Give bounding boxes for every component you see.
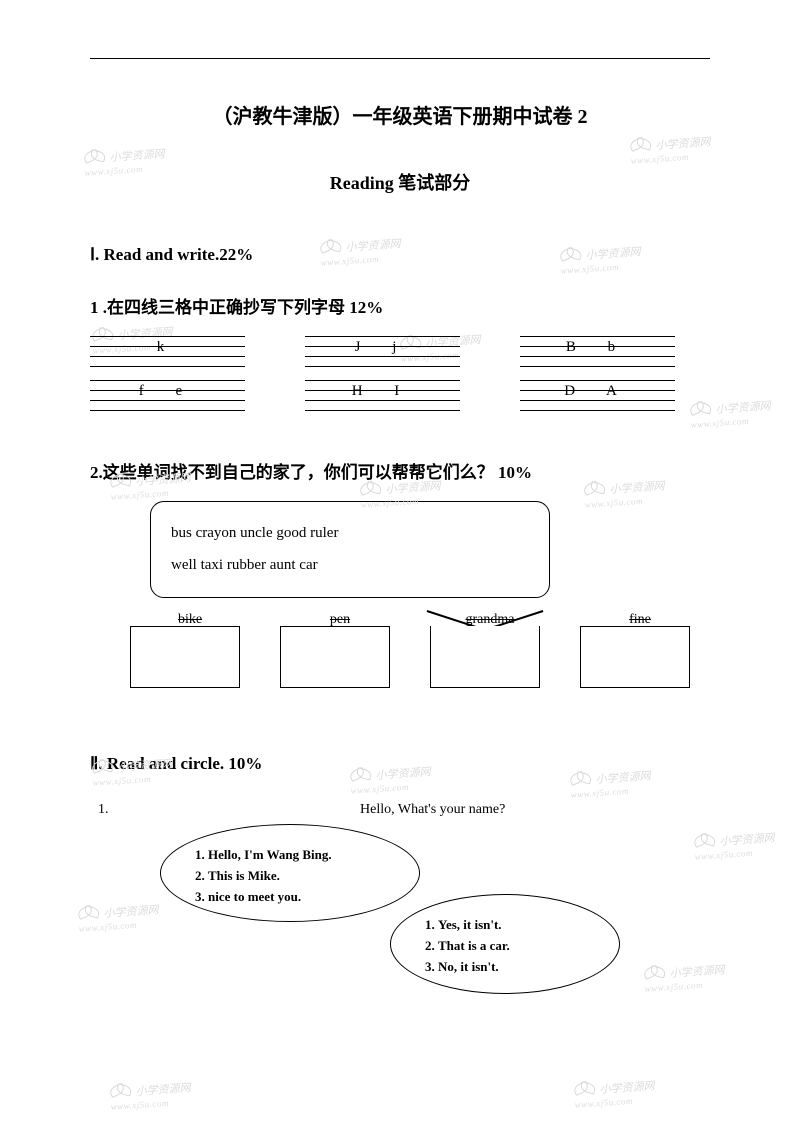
category-box bbox=[280, 626, 390, 688]
watermark-url: www.xj5u.com bbox=[350, 782, 409, 796]
watermark-url: www.xj5u.com bbox=[570, 786, 629, 800]
q2-heading: 2.这些单词找不到自己的家了，你们可以帮帮它们么？ 10% bbox=[90, 458, 710, 483]
bubble-option: Hello, I'm Wang Bing. bbox=[195, 845, 385, 866]
writing-grids: k J j B b f e H I D A bbox=[90, 336, 710, 410]
grid-letters: J j bbox=[305, 339, 460, 356]
watermark-text-cn: 小学资源网 bbox=[715, 400, 771, 416]
answer-bubble-1: Hello, I'm Wang Bing.This is Mike.nice t… bbox=[160, 824, 420, 922]
writing-grid: k bbox=[90, 336, 245, 366]
grid-letters: k bbox=[90, 339, 245, 356]
word-box-line2: well taxi rubber aunt car bbox=[171, 550, 529, 582]
writing-grid: f e bbox=[90, 380, 245, 410]
question-2-1: 1. Hello, What's your name? Hello, I'm W… bbox=[90, 802, 710, 1002]
category-box bbox=[130, 626, 240, 688]
doc-subtitle: Reading 笔试部分 bbox=[90, 169, 710, 195]
category-box bbox=[580, 626, 690, 688]
leaf-icon bbox=[573, 1081, 596, 1095]
q1-heading: 1 .在四线三格中正确抄写下列字母 12% bbox=[90, 293, 710, 318]
writing-grid: D A bbox=[520, 380, 675, 410]
leaf-icon bbox=[109, 1083, 132, 1097]
watermark-url: www.xj5u.com bbox=[110, 1098, 169, 1112]
grid-letters: D A bbox=[520, 383, 675, 400]
grid-letters: H I bbox=[305, 383, 460, 400]
watermark-url: www.xj5u.com bbox=[584, 496, 643, 510]
bubble-option: That is a car. bbox=[425, 936, 585, 957]
watermark-text-cn: 小学资源网 bbox=[135, 1082, 191, 1098]
grid-letters: f e bbox=[90, 383, 245, 400]
category-row: bikepengrandmafine bbox=[130, 616, 710, 708]
category-box bbox=[430, 626, 540, 688]
writing-grid: J j bbox=[305, 336, 460, 366]
bubble-option: No, it isn't. bbox=[425, 957, 585, 978]
top-rule bbox=[90, 58, 710, 59]
watermark-url: www.xj5u.com bbox=[92, 774, 151, 788]
word-box-line1: bus crayon uncle good ruler bbox=[171, 518, 529, 550]
watermark-url: www.xj5u.com bbox=[630, 152, 689, 166]
watermark: 小学资源网www.xj5u.com bbox=[109, 1079, 192, 1113]
watermark-url: www.xj5u.com bbox=[110, 488, 169, 502]
answer-bubble-2: Yes, it isn't.That is a car.No, it isn't… bbox=[390, 894, 620, 994]
leaf-icon bbox=[629, 137, 652, 151]
section-2-heading: Ⅱ. Read and circle. 10% bbox=[90, 754, 710, 774]
page: 小学资源网www.xj5u.com小学资源网www.xj5u.com小学资源网w… bbox=[0, 0, 800, 1132]
watermark-url: www.xj5u.com bbox=[574, 1096, 633, 1110]
watermark-text-cn: 小学资源网 bbox=[655, 136, 711, 152]
grid-letters: B b bbox=[520, 339, 675, 356]
section-1-heading: Ⅰ. Read and write.22% bbox=[90, 245, 710, 265]
bubble-option: nice to meet you. bbox=[195, 887, 385, 908]
writing-grid: H I bbox=[305, 380, 460, 410]
doc-title: （沪教牛津版）一年级英语下册期中试卷 2 bbox=[90, 100, 710, 129]
watermark-text-cn: 小学资源网 bbox=[109, 148, 165, 164]
leaf-icon bbox=[83, 149, 106, 163]
word-box: bus crayon uncle good ruler well taxi ru… bbox=[150, 501, 550, 598]
leaf-icon bbox=[583, 481, 606, 495]
watermark: 小学资源网www.xj5u.com bbox=[573, 1077, 656, 1111]
bubble-option: This is Mike. bbox=[195, 866, 385, 887]
watermark-text-cn: 小学资源网 bbox=[599, 1080, 655, 1096]
q-number: 1. bbox=[98, 802, 109, 818]
watermark: 小学资源网www.xj5u.com bbox=[629, 133, 712, 167]
leaf-icon bbox=[359, 481, 382, 495]
writing-grid: B b bbox=[520, 336, 675, 366]
q-prompt: Hello, What's your name? bbox=[360, 802, 505, 818]
bubble-option: Yes, it isn't. bbox=[425, 915, 585, 936]
watermark-text-cn: 小学资源网 bbox=[719, 832, 775, 848]
